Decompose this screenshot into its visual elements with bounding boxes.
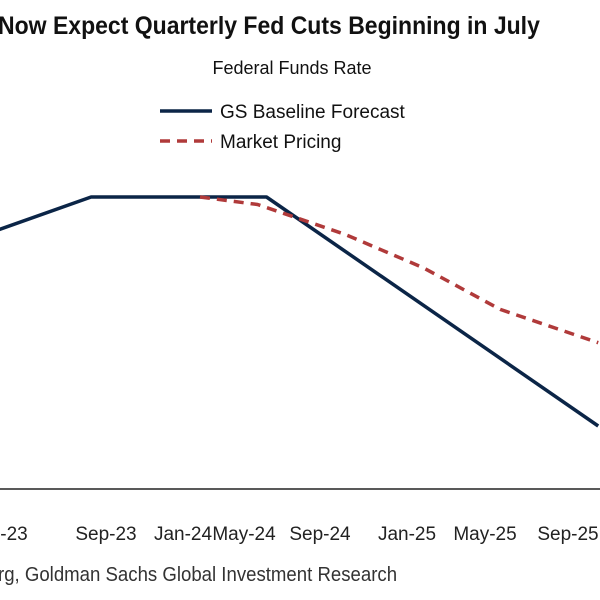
series-line-gs-baseline bbox=[0, 195, 600, 428]
x-tick-label: Jan-25 bbox=[378, 524, 436, 545]
x-axis-ticks: -23 Sep-23 Jan-24 May-24 Sep-24 Jan-25 May-25 S… bbox=[0, 524, 598, 545]
legend-label-gs-baseline: GS Baseline Forecast bbox=[220, 102, 406, 123]
x-tick-label: -23 bbox=[0, 524, 27, 545]
chart-subtitle: Federal Funds Rate bbox=[212, 58, 372, 78]
series-line-market-pricing bbox=[199, 195, 599, 345]
x-tick-label: May-24 bbox=[212, 524, 276, 545]
legend-label-market-pricing: Market Pricing bbox=[220, 132, 341, 153]
chart-title: Now Expect Quarterly Fed Cuts Beginning … bbox=[0, 12, 541, 40]
legend: GS Baseline Forecast Market Pricing bbox=[160, 102, 406, 153]
source-note: rg, Goldman Sachs Global Investment Rese… bbox=[0, 564, 398, 586]
x-tick-label: Sep-24 bbox=[289, 524, 351, 545]
x-tick-label: Sep-25 bbox=[537, 524, 598, 545]
x-tick-label: May-25 bbox=[453, 524, 516, 545]
x-tick-label: Sep-23 bbox=[75, 524, 136, 545]
x-tick-label: Jan-24 bbox=[154, 524, 213, 545]
series-group bbox=[0, 195, 600, 428]
